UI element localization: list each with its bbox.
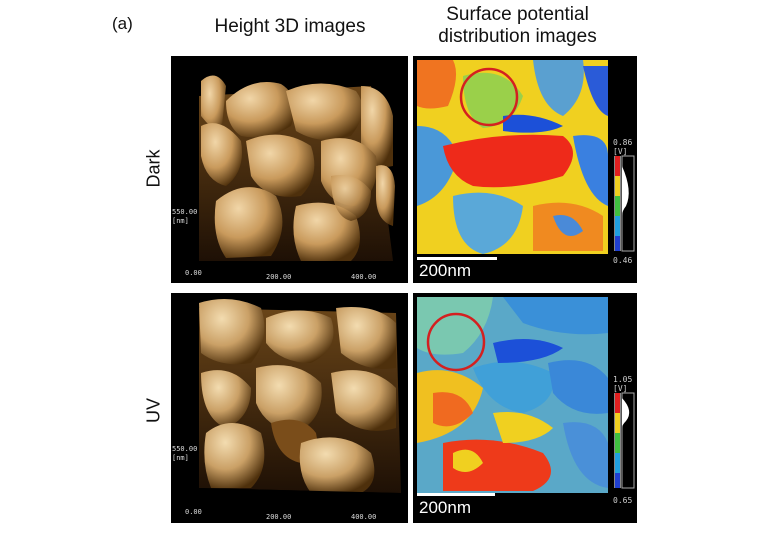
z-axis-value-dark: 550.00 xyxy=(172,208,198,216)
x-tick-2-uv: 400.00 xyxy=(351,513,377,521)
height-3d-render-uv xyxy=(171,293,408,523)
z-axis-unit-dark: [nm] xyxy=(172,217,189,225)
z-axis-value-uv: 550.00 xyxy=(172,445,198,453)
colorbar-unit-uv: [V] xyxy=(613,384,628,393)
potential-map-uv xyxy=(413,293,637,523)
x-tick-1-uv: 200.00 xyxy=(266,513,292,521)
x-tick-0-dark: 0.00 xyxy=(185,269,202,277)
column-heading-potential-line1: Surface potential xyxy=(446,4,589,25)
colorbar-max-uv: 1.05 xyxy=(613,375,633,384)
potential-image-uv: 200nm 1.05 [V] 0.65 xyxy=(413,293,637,523)
x-tick-0-uv: 0.00 xyxy=(185,508,202,516)
row-label-uv: UV xyxy=(143,398,164,424)
z-axis-unit-uv: [nm] xyxy=(172,454,189,462)
height-image-dark: 550.00 [nm] 0.00 200.00 400.00 xyxy=(171,56,408,283)
scalebar-uv xyxy=(417,493,495,496)
potential-image-dark: 200nm 0.86 [V] 0.46 xyxy=(413,56,637,283)
potential-map-dark xyxy=(413,56,637,283)
height-3d-render-dark xyxy=(171,56,408,283)
column-heading-height: Height 3D images xyxy=(214,16,366,37)
scalebar-dark xyxy=(417,257,497,260)
scalebar-label-uv: 200nm xyxy=(419,498,471,517)
x-tick-2-dark: 400.00 xyxy=(351,273,377,281)
height-image-uv: 550.00 [nm] 0.00 200.00 400.00 xyxy=(171,293,408,523)
colorbar-unit-dark: [V] xyxy=(613,147,628,156)
x-tick-1-dark: 200.00 xyxy=(266,273,292,281)
highlight-circle-dark xyxy=(459,67,519,127)
colorbar-max-dark: 0.86 xyxy=(613,138,633,147)
highlight-circle-uv xyxy=(426,312,486,372)
column-heading-potential: Surface potential distribution images xyxy=(410,4,625,48)
row-label-dark: Dark xyxy=(143,149,164,188)
colorbar-min-uv: 0.65 xyxy=(613,496,633,505)
scalebar-label-dark: 200nm xyxy=(419,261,471,280)
colorbar-min-dark: 0.46 xyxy=(613,256,633,265)
panel-label: (a) xyxy=(112,14,133,33)
column-heading-potential-line2: distribution images xyxy=(438,26,597,47)
